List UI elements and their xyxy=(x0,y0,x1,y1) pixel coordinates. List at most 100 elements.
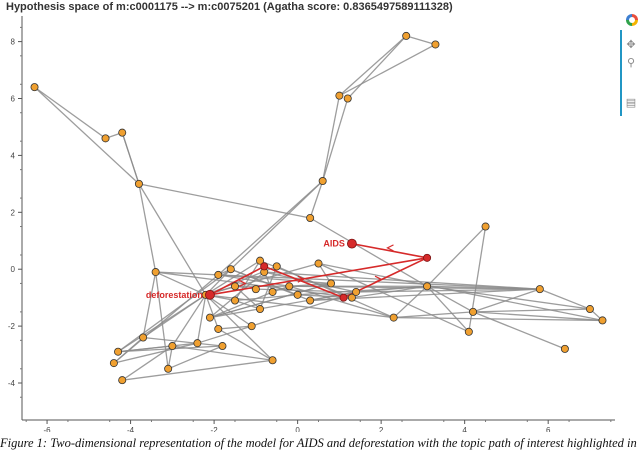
path-edge xyxy=(263,265,344,299)
graph-edge xyxy=(171,294,207,347)
path-node-aids xyxy=(347,238,357,249)
graph-edge xyxy=(338,35,407,97)
y-tick-label: 0 xyxy=(11,265,16,274)
save-tool-icon[interactable]: ▤ xyxy=(625,96,637,109)
pan-tool-icon[interactable]: ✥ xyxy=(626,38,636,51)
wheel-zoom-tool-icon[interactable]: ⚲ xyxy=(626,56,636,69)
path-node-p2 xyxy=(260,262,269,271)
graph-edge xyxy=(318,262,470,333)
graph-edge xyxy=(322,95,341,182)
graph-edge xyxy=(356,288,540,293)
graph-node xyxy=(214,324,223,333)
x-tick-label: 0 xyxy=(295,426,300,432)
graph-node xyxy=(272,262,281,271)
graph-edge xyxy=(347,35,407,99)
y-tick-label: 8 xyxy=(11,38,16,47)
graph-edge xyxy=(318,262,603,322)
x-tick-label: -4 xyxy=(127,426,135,432)
graph-edge xyxy=(138,183,311,219)
graph-edge xyxy=(155,271,207,296)
bokeh-logo-icon xyxy=(626,14,638,26)
y-tick-label: 4 xyxy=(11,151,16,160)
graph-edge xyxy=(310,291,357,302)
graph-edge xyxy=(209,291,273,319)
path-node-deforestation xyxy=(205,289,215,300)
graph-node xyxy=(389,313,398,322)
path-node-p1 xyxy=(423,253,432,262)
graph-node xyxy=(114,347,123,356)
graph-edge xyxy=(393,311,474,319)
figure-caption: Figure 1: Two-dimensional representation… xyxy=(0,436,637,450)
graph-node xyxy=(535,285,544,294)
graph-edge xyxy=(427,285,540,290)
graph-node xyxy=(226,265,235,274)
graph-node xyxy=(285,282,294,291)
graph-edge xyxy=(196,294,207,344)
graph-node xyxy=(560,344,569,353)
graph-edge xyxy=(143,336,223,347)
graph-node xyxy=(109,359,118,368)
graph-node xyxy=(352,287,361,296)
graph-node xyxy=(423,282,432,291)
graph-node xyxy=(585,305,594,314)
graph-edge xyxy=(113,274,219,364)
graph-node xyxy=(431,40,440,49)
graph-edge xyxy=(121,345,173,381)
graph-node xyxy=(30,83,39,92)
y-tick-label: 2 xyxy=(11,208,16,217)
graph-node xyxy=(205,313,214,322)
path-arrow-mark xyxy=(374,275,383,283)
graph-node xyxy=(230,296,239,305)
y-tick-label: 6 xyxy=(11,95,16,104)
graph-edge xyxy=(251,291,357,327)
path-arrow-mark xyxy=(386,244,394,252)
hypothesis-space-plot[interactable]: -6 -4 -2 0 2 4 6 -4 -2 0 2 4 6 8 AIDS deforestation xyxy=(0,0,640,432)
graph-node xyxy=(469,307,478,316)
graph-node xyxy=(214,270,223,279)
graph-edge xyxy=(309,180,324,219)
graph-edge xyxy=(539,288,591,310)
path-arrow-mark xyxy=(239,279,247,287)
graph-edge xyxy=(34,86,140,185)
graph-edge xyxy=(393,316,603,322)
graph-edge xyxy=(472,308,590,313)
path-edge xyxy=(209,265,265,296)
graph-edge xyxy=(218,325,252,330)
path-node-label-aids: AIDS xyxy=(323,239,345,249)
graph-node xyxy=(268,287,277,296)
graph-edge xyxy=(117,342,198,353)
graph-edge xyxy=(339,43,436,97)
graph-edge xyxy=(426,226,487,287)
graph-edge xyxy=(205,294,274,361)
chart-title: Hypothesis space of m:c0001175 --> m:c00… xyxy=(6,1,453,13)
toolbar-accent-bar xyxy=(620,30,622,116)
path-node-label-deforestation: deforestation xyxy=(146,290,203,300)
graph-node xyxy=(314,259,323,268)
graph-edge xyxy=(472,311,603,322)
graph-node xyxy=(268,356,277,365)
graph-node xyxy=(247,322,256,331)
graph-edge xyxy=(264,271,357,293)
graph-edge xyxy=(142,271,157,338)
graph-edge xyxy=(209,282,332,319)
graph-edge xyxy=(289,285,394,319)
x-tick-label: -2 xyxy=(211,426,219,432)
graph-node xyxy=(343,94,352,103)
graph-edge xyxy=(167,345,223,370)
graph-edge xyxy=(138,183,157,273)
graph-edge xyxy=(34,86,106,139)
graph-node xyxy=(134,179,143,188)
graph-node xyxy=(164,364,173,373)
graph-edge xyxy=(217,180,324,276)
graph-edge xyxy=(426,285,470,333)
y-tick-label: -4 xyxy=(8,379,16,388)
graph-edge xyxy=(197,325,252,344)
graph-node xyxy=(139,333,148,342)
graph-edge xyxy=(309,217,428,287)
graph-edge xyxy=(138,183,207,296)
graph-node xyxy=(347,293,356,302)
x-tick-label: -6 xyxy=(43,426,51,432)
path-arrow-mark xyxy=(297,275,306,283)
graph-node xyxy=(335,91,344,100)
graph-edge xyxy=(172,345,273,361)
